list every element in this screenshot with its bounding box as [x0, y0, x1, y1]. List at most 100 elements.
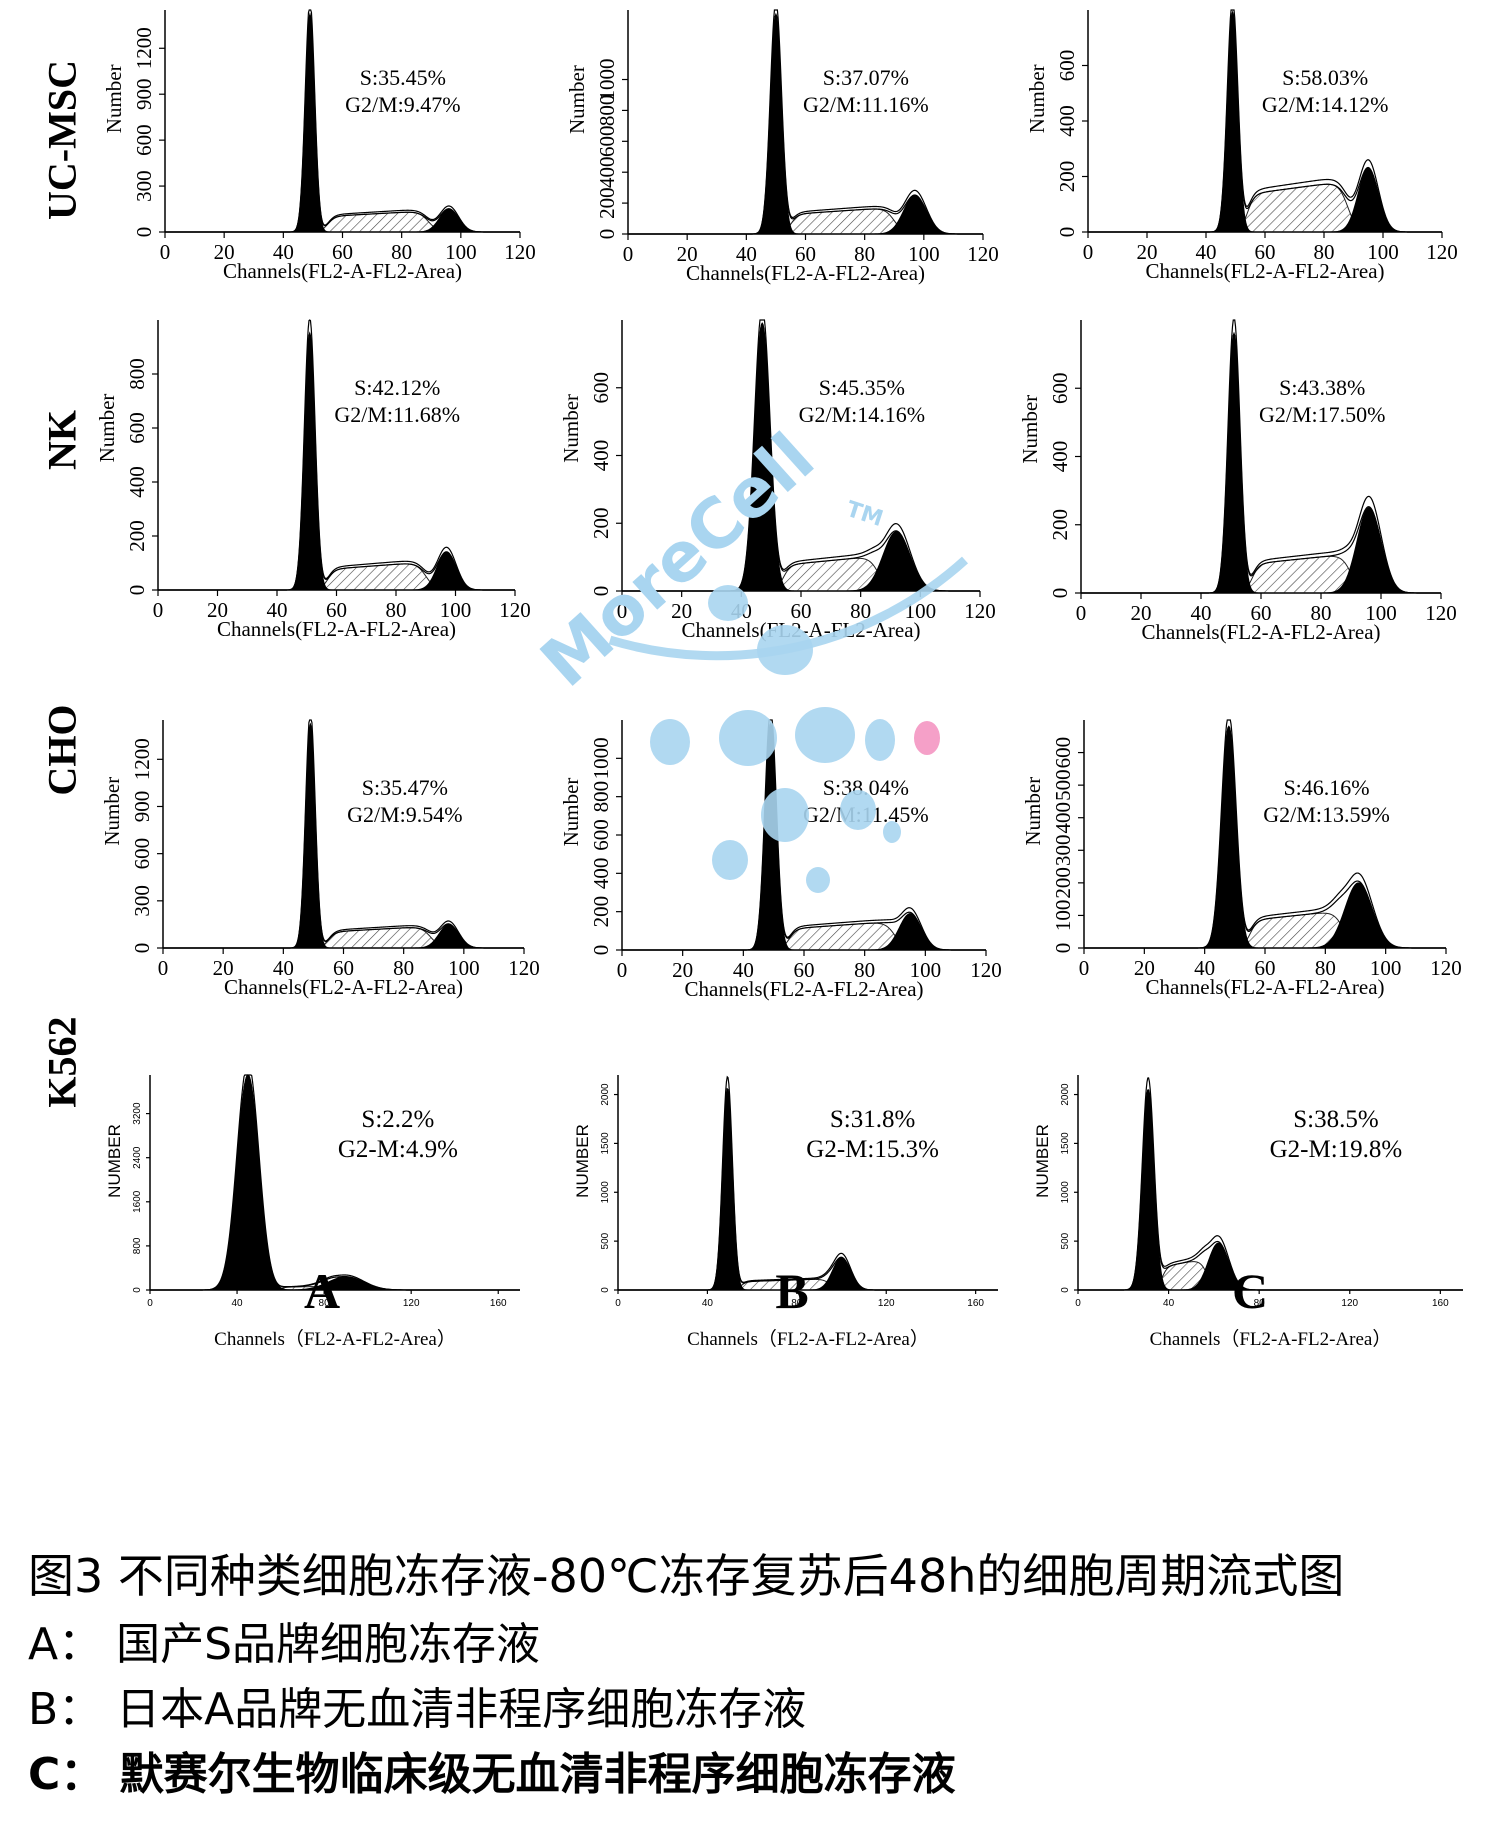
y-tick-label: 1200: [132, 27, 156, 69]
y-axis-label: Number: [1018, 395, 1042, 464]
x-tick-label: 60: [333, 956, 354, 980]
x-tick-label: 80: [1314, 240, 1335, 264]
x-axis-label: Channels(FL2-A-FL2-Area): [686, 261, 925, 285]
y-tick-label: 500: [1060, 1232, 1071, 1249]
g1-peak: [1078, 1089, 1463, 1291]
x-tick-label: 40: [231, 1298, 243, 1309]
x-tick-label: 100: [1367, 240, 1399, 264]
y-tick-label: 0: [125, 585, 149, 596]
y-tick-label: 0: [132, 227, 156, 238]
x-tick-label: 0: [160, 240, 171, 264]
histogram-panel-uc-msc-a: 0 20 40 60 80 100 120 0 300 600 900 1200 Channels(FL…: [102, 9, 536, 283]
peak-marker: [304, 581, 315, 589]
total-fit-curve: [622, 719, 986, 951]
y-tick-label: 200: [589, 508, 613, 540]
y-axis-label: Number: [1025, 64, 1049, 133]
x-tick-label: 60: [795, 242, 816, 266]
x-tick-label: 120: [967, 242, 999, 266]
x-tick-label: 80: [791, 1298, 803, 1309]
y-tick-label: 600: [589, 372, 613, 404]
x-tick-label: 80: [393, 956, 414, 980]
g2m-percentage: G2/M:14.16%: [799, 402, 926, 427]
x-tick-label: 80: [386, 598, 407, 622]
peak-marker: [905, 941, 916, 949]
x-axis-label: Channels(FL2-A-FL2-Area): [1141, 620, 1380, 644]
y-axis-label: Number: [100, 777, 124, 846]
peak-marker: [1229, 584, 1239, 592]
x-tick-label: 40: [1163, 1298, 1175, 1309]
y-tick-label: 900: [130, 791, 154, 823]
y-tick-label: 600: [1051, 737, 1075, 769]
y-tick-label: 500: [600, 1232, 611, 1249]
s-phase-percentage: S:45.35%: [819, 375, 905, 400]
y-tick-label: 900: [132, 78, 156, 110]
histogram-panel-cho-a: 0 20 40 60 80 100 120 0 300 600 900 1200 Channels(FL…: [100, 719, 540, 999]
y-tick-label: 600: [595, 126, 619, 158]
y-tick-label: 2000: [1060, 1083, 1071, 1106]
column-label-a: A: [303, 1263, 341, 1319]
x-axis-label: Channels（FL2-A-FL2-Area）: [687, 1328, 929, 1350]
y-tick-label: 600: [1055, 50, 1079, 82]
total-fit-curve: [622, 319, 980, 592]
histogram-svg: 0 40 80 120 160 0 500 1000 1500 2000 Channels（FL2-…: [573, 1075, 998, 1350]
x-tick-label: 120: [504, 240, 536, 264]
y-tick-label: 300: [132, 170, 156, 202]
y-tick-label: 600: [589, 819, 613, 851]
s-phase-percentage: S:35.45%: [360, 65, 446, 90]
g1-peak: [618, 1087, 998, 1291]
g2m-percentage: G2-M:4.9%: [338, 1136, 458, 1163]
x-tick-label: 100: [440, 598, 472, 622]
y-tick-label: 0: [1051, 943, 1075, 954]
histogram-svg: 0 40 80 120 160 0 500 1000 1500 2000 Channels（FL2-…: [1033, 1075, 1463, 1350]
total-fit-curve: [1081, 331, 1441, 594]
histogram-svg: 0 20 40 60 80 100 12003006009001200Channels(FL…: [100, 719, 540, 999]
y-axis-label: Number: [1021, 777, 1045, 846]
s-phase-percentage: S:31.8%: [830, 1106, 915, 1133]
g1-peak: [1084, 725, 1446, 949]
histogram-svg: 0 20 40 60 80 100 12002004006008001000Channels…: [565, 9, 999, 285]
x-tick-label: 20: [1134, 956, 1155, 980]
x-tick-label: 20: [672, 958, 693, 982]
y-axis-label: Number: [565, 65, 589, 134]
x-tick-label: 160: [967, 1298, 984, 1309]
column-label-c: C: [1231, 1263, 1269, 1319]
x-axis-label: Channels(FL2-A-FL2-Area): [1145, 259, 1384, 283]
x-tick-label: 20: [213, 956, 234, 980]
total-fit-curve: [1084, 725, 1446, 949]
total-fit-curve: [1078, 1077, 1463, 1291]
y-tick-label: 1000: [600, 1181, 611, 1204]
g1-peak: [165, 12, 520, 233]
y-tick-label: 0: [600, 1287, 611, 1293]
y-tick-label: 200: [595, 187, 619, 219]
y-tick-label: 100: [1051, 900, 1075, 932]
total-fit-curve: [158, 319, 515, 591]
y-tick-label: 400: [125, 466, 149, 498]
peak-marker: [1227, 223, 1238, 231]
s-phase-area: [1084, 912, 1446, 949]
g2m-percentage: G2/M:11.16%: [803, 92, 929, 117]
y-tick-label: 400: [1055, 105, 1079, 137]
total-fit-curve: [618, 1087, 998, 1291]
x-tick-label: 100: [448, 956, 480, 980]
s-phase-percentage: S:37.07%: [823, 65, 909, 90]
histogram-panel-nk-b: 0 20 40 60 80 100 120 0 200 400 600 Channels(FL2-A-…: [559, 319, 996, 642]
y-tick-label: 0: [1055, 227, 1079, 238]
x-axis-label: Channels(FL2-A-FL2-Area): [223, 259, 462, 283]
x-tick-label: 20: [677, 242, 698, 266]
peak-marker: [441, 581, 452, 589]
x-tick-label: 0: [1079, 956, 1090, 980]
x-tick-label: 80: [1315, 956, 1336, 980]
g2m-percentage: G2/M:9.47%: [345, 92, 461, 117]
g1-peak: [1081, 332, 1441, 594]
y-tick-label: 1000: [1060, 1181, 1071, 1204]
histogram-svg: 0 20 40 60 80 100 120 0 200 400 600 Channels(FL2-A-…: [1025, 9, 1458, 283]
x-tick-label: 100: [910, 958, 942, 982]
y-tick-label: 300: [1051, 835, 1075, 867]
y-tick-label: 200: [1048, 509, 1072, 541]
y-axis-label: Number: [559, 778, 583, 847]
peak-marker: [305, 939, 316, 947]
x-tick-label: 120: [970, 958, 1002, 982]
x-tick-label: 120: [1426, 240, 1458, 264]
g1-peak: [150, 1074, 520, 1291]
x-tick-label: 80: [854, 242, 875, 266]
